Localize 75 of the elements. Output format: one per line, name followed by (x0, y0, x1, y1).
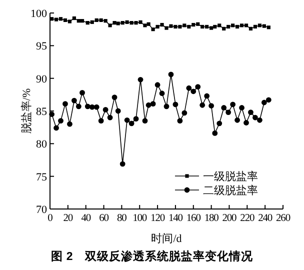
point (150, 101, 156, 107)
point (54, 125, 59, 131)
point (182, 110, 188, 116)
point (98, 118, 104, 124)
y-tick-label: 70 (36, 204, 48, 216)
point (112, 94, 118, 100)
x-tick-label: 0 (48, 213, 53, 224)
point (261, 100, 267, 106)
x-tick-label: 180 (204, 213, 219, 224)
legend-label: 一级脱盐率 (203, 170, 258, 183)
point (80, 90, 85, 96)
point (226, 110, 232, 116)
y-axis-title: 脱盐率/% (20, 88, 33, 134)
point (230, 102, 236, 108)
point (159, 90, 165, 96)
point (257, 117, 262, 123)
point (133, 116, 139, 122)
point (71, 98, 77, 104)
x-tick-label: 240 (258, 213, 272, 224)
point (164, 104, 170, 110)
point (84, 104, 90, 110)
point (49, 112, 54, 117)
point (146, 102, 152, 108)
x-tick-label: 60 (99, 213, 109, 224)
legend-label: 二级脱盐率 (203, 184, 258, 197)
point (186, 85, 192, 91)
point (252, 114, 258, 120)
point (204, 93, 210, 99)
point (138, 76, 144, 82)
x-tick-label: 100 (132, 213, 147, 224)
point (67, 121, 72, 127)
point (115, 108, 121, 114)
point (244, 120, 249, 126)
x-tick-label: 20 (63, 213, 73, 224)
x-tick-label: 160 (186, 213, 201, 224)
point (120, 161, 126, 167)
point (58, 118, 64, 124)
x-tick-label: 200 (222, 213, 237, 224)
y-tick-label: 100 (30, 8, 48, 20)
x-tick-label: 260 (276, 213, 290, 224)
point (248, 110, 254, 116)
point (154, 82, 160, 88)
point (168, 72, 174, 78)
point (128, 120, 134, 126)
y-tick-label: 95 (36, 40, 48, 53)
point (195, 84, 201, 90)
point (266, 97, 272, 103)
point (102, 106, 108, 112)
x-tick-label: 220 (240, 213, 254, 224)
x-tick-label: 80 (117, 213, 127, 224)
point (234, 117, 240, 123)
point (208, 103, 214, 108)
point (94, 104, 100, 110)
point (124, 117, 130, 123)
point (212, 130, 218, 136)
point (172, 102, 178, 108)
point (177, 118, 183, 124)
point (239, 105, 244, 110)
x-tick-label: 40 (81, 213, 91, 224)
point (221, 105, 227, 110)
x-tick-label: 140 (168, 213, 183, 224)
x-axis-title: 时间/d (151, 232, 182, 245)
point (216, 120, 222, 126)
point (62, 101, 68, 107)
x-tick-label: 120 (150, 213, 165, 224)
point (107, 114, 113, 120)
point (200, 102, 206, 108)
point (190, 88, 196, 94)
y-tick-label: 80 (36, 138, 48, 151)
y-tick-label: 75 (36, 171, 48, 184)
y-tick-label: 85 (36, 106, 48, 118)
y-tick-label: 90 (36, 73, 48, 86)
point (142, 118, 148, 124)
point (76, 104, 82, 110)
text: 图 2 双级反渗透系统脱盐率变化情况 (51, 249, 254, 263)
